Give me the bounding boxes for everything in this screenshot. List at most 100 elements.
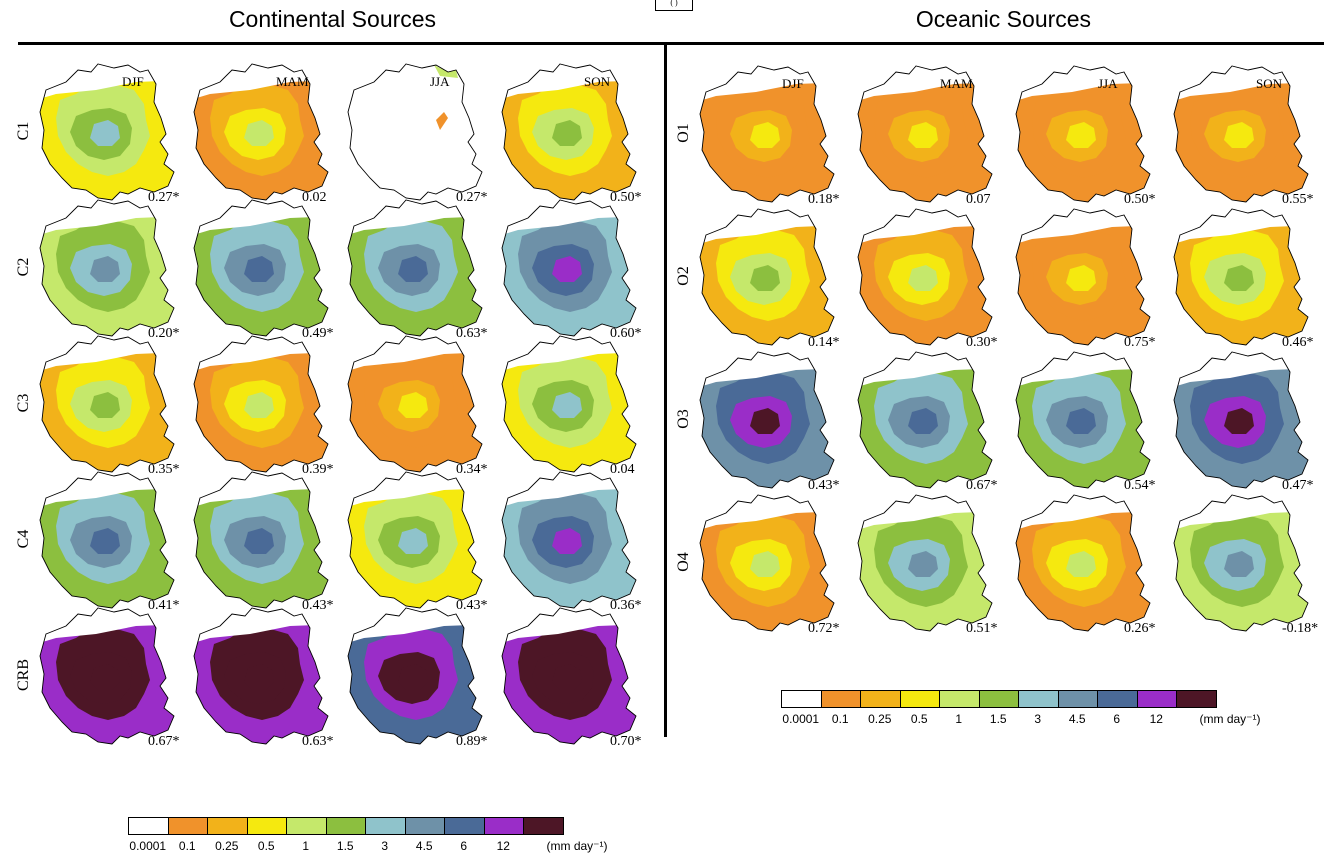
row-label-o1: O1 <box>675 123 692 143</box>
legend-tick: 0.5 <box>257 839 275 853</box>
legend-swatch <box>1018 690 1059 708</box>
legend-swatch <box>939 690 980 708</box>
correlation-value: 0.72* <box>808 621 840 636</box>
header-divider <box>18 42 1324 45</box>
row-label-c1: C1 <box>15 121 32 141</box>
map-o4-son <box>1170 491 1322 639</box>
correlation-value: 0.46* <box>1282 335 1314 350</box>
correlation-value: 0.63* <box>456 326 488 341</box>
row-label-c4: C4 <box>15 529 32 549</box>
map-c2-son <box>498 196 650 344</box>
season-label-djf: DJF <box>782 76 804 91</box>
legend-tick: 0.0001 <box>782 712 820 726</box>
correlation-value: 0.07 <box>966 192 991 207</box>
legend-tick: 1.5 <box>336 839 354 853</box>
legend-swatch <box>523 817 564 835</box>
correlation-value: 0.20* <box>148 326 180 341</box>
correlation-value: 0.35* <box>148 462 180 477</box>
correlation-value: 0.50* <box>1124 192 1156 207</box>
legend-tick: 0.1 <box>178 839 196 853</box>
correlation-value: 0.43* <box>456 598 488 613</box>
season-label-mam: MAM <box>940 76 973 91</box>
correlation-value: 0.49* <box>302 326 334 341</box>
map-c3-djf <box>36 332 188 480</box>
correlation-value: 0.18* <box>808 192 840 207</box>
legend-tick: 3 <box>1034 712 1042 726</box>
legend-swatch <box>860 690 901 708</box>
correlation-value: 0.43* <box>808 478 840 493</box>
legend-tick: 4.5 <box>1068 712 1086 726</box>
correlation-value: 0.02 <box>302 190 327 205</box>
correlation-value: 0.27* <box>148 190 180 205</box>
map-o3-son <box>1170 348 1322 496</box>
correlation-value: 0.39* <box>302 462 334 477</box>
season-label-jja: JJA <box>1098 76 1118 91</box>
correlation-value: 0.26* <box>1124 621 1156 636</box>
correlation-value: 0.60* <box>610 326 642 341</box>
map-crb-djf <box>36 604 188 752</box>
continental-title: Continental Sources <box>228 6 437 32</box>
legend-tick: 4.5 <box>415 839 433 853</box>
map-o3-mam <box>854 348 1006 496</box>
legend-swatch <box>444 817 485 835</box>
oceanic-title: Oceanic Sources <box>915 6 1092 32</box>
map-o1-son <box>1170 62 1322 210</box>
correlation-value: 0.54* <box>1124 478 1156 493</box>
top-fragment: ( ) <box>655 0 693 11</box>
legend-tick: 0.1 <box>831 712 849 726</box>
row-label-o3: O3 <box>675 409 692 429</box>
season-label-djf: DJF <box>122 74 144 89</box>
correlation-value: 0.63* <box>302 734 334 749</box>
legend-tick: 6 <box>460 839 468 853</box>
map-o1-mam <box>854 62 1006 210</box>
row-label-o2: O2 <box>675 266 692 286</box>
row-label-c3: C3 <box>15 393 32 413</box>
map-crb-mam <box>190 604 342 752</box>
legend-swatch <box>207 817 248 835</box>
legend-swatch <box>978 690 1019 708</box>
legend-swatch <box>1057 690 1098 708</box>
map-crb-son <box>498 604 650 752</box>
correlation-value: 0.43* <box>302 598 334 613</box>
legend-tick: 0.25 <box>868 712 892 726</box>
legend-swatch <box>899 690 940 708</box>
season-label-son: SON <box>1256 76 1283 91</box>
legend-swatch <box>781 690 822 708</box>
correlation-value: 0.41* <box>148 598 180 613</box>
map-c2-jja <box>344 196 496 344</box>
correlation-value: 0.36* <box>610 598 642 613</box>
legend-swatch <box>404 817 445 835</box>
legend-tick: 0.0001 <box>129 839 167 853</box>
legend-swatch <box>286 817 327 835</box>
legend-tick: 0.5 <box>910 712 928 726</box>
map-o2-son <box>1170 205 1322 353</box>
legend-swatch <box>128 817 169 835</box>
legend-swatch <box>820 690 861 708</box>
legend-tick: 0.25 <box>215 839 239 853</box>
legend-swatch <box>167 817 208 835</box>
map-o3-djf <box>696 348 848 496</box>
correlation-value: 0.67* <box>148 734 180 749</box>
map-o2-jja <box>1012 205 1164 353</box>
map-c4-son <box>498 468 650 616</box>
season-label-son: SON <box>584 74 611 89</box>
legend-swatch <box>1097 690 1138 708</box>
row-label-o4: O4 <box>675 552 692 572</box>
legend-tick: 6 <box>1113 712 1121 726</box>
map-c2-mam <box>190 196 342 344</box>
map-o2-djf <box>696 205 848 353</box>
panel-divider <box>664 42 667 737</box>
map-o1-djf <box>696 62 848 210</box>
correlation-value: 0.51* <box>966 621 998 636</box>
legend-swatch <box>1176 690 1217 708</box>
map-o4-mam <box>854 491 1006 639</box>
correlation-value: 0.34* <box>456 462 488 477</box>
correlation-value: 0.50* <box>610 190 642 205</box>
legend-unit: (mm day⁻¹) <box>1199 712 1261 726</box>
map-c2-djf <box>36 196 188 344</box>
legend-swatch <box>365 817 406 835</box>
correlation-value: -0.18* <box>1282 621 1319 636</box>
map-c4-mam <box>190 468 342 616</box>
correlation-value: 0.47* <box>1282 478 1314 493</box>
row-label-crb: CRB <box>15 659 32 692</box>
